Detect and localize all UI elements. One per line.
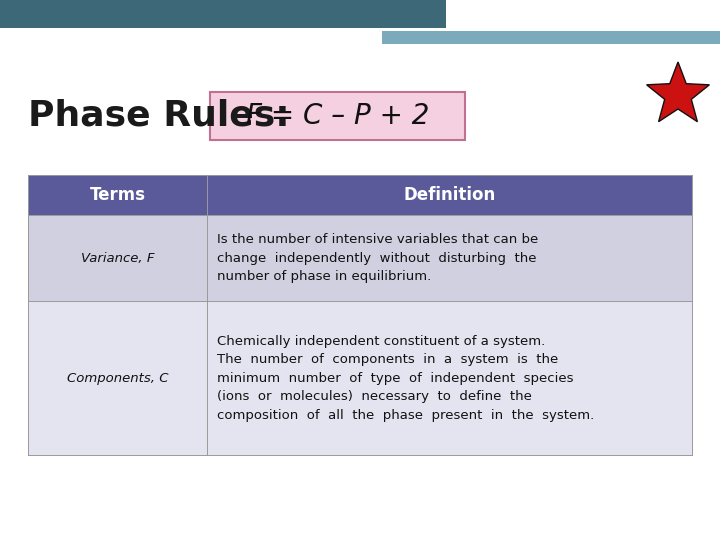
Bar xyxy=(382,28,720,31)
Text: Definition: Definition xyxy=(403,186,496,204)
Text: Is the number of intensive variables that can be
change  independently  without : Is the number of intensive variables tha… xyxy=(217,233,539,283)
Bar xyxy=(28,301,692,455)
Text: Terms: Terms xyxy=(89,186,145,204)
Bar xyxy=(28,215,692,301)
Text: Components, C: Components, C xyxy=(67,372,168,384)
Bar xyxy=(210,92,465,140)
Bar xyxy=(0,0,446,28)
Bar xyxy=(382,30,720,44)
Text: Chemically independent constituent of a system.
The  number  of  components  in : Chemically independent constituent of a … xyxy=(217,335,595,422)
Polygon shape xyxy=(647,62,709,122)
Text: Variance, F: Variance, F xyxy=(81,252,154,265)
Text: Phase Rules:: Phase Rules: xyxy=(28,98,289,132)
Text: F = C – P + 2: F = C – P + 2 xyxy=(246,102,429,130)
Bar xyxy=(28,175,692,215)
